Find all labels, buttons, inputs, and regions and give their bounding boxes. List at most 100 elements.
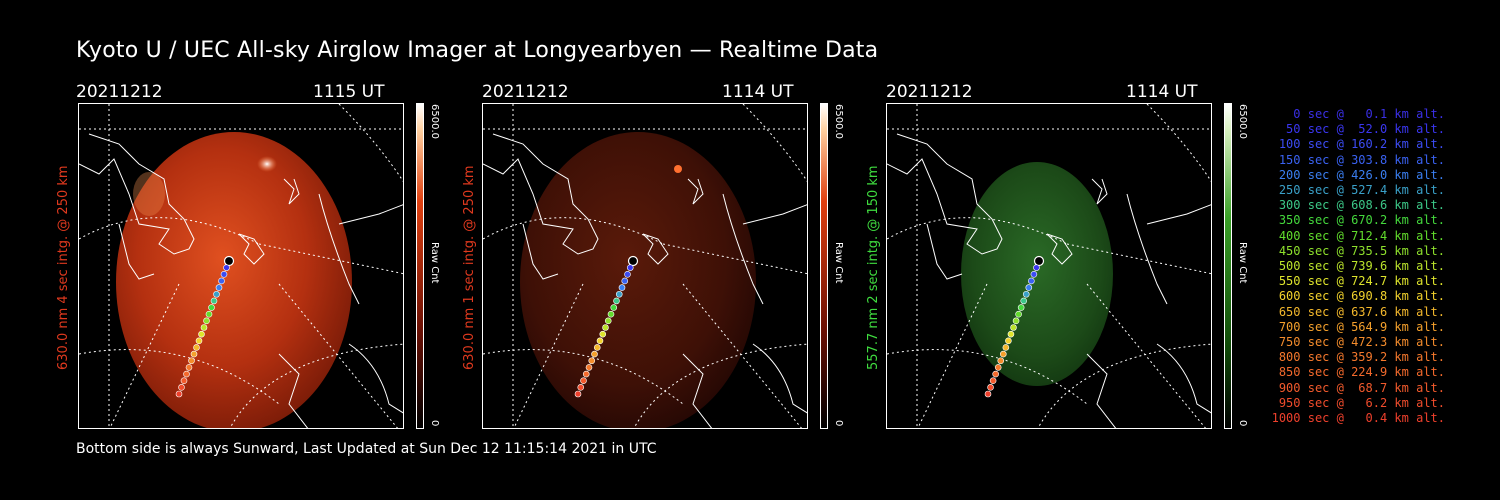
panel-3-date: 20211212 <box>886 82 973 102</box>
trajectory-point <box>588 357 596 365</box>
trajectory-point <box>607 310 615 318</box>
trajectory-point <box>208 304 215 311</box>
trajectory-point <box>178 384 185 391</box>
legend-row: 300 sec @ 608.6 km alt. <box>1278 198 1445 213</box>
trajectory-point <box>1025 284 1033 291</box>
legend-row: 500 sec @ 739.6 km alt. <box>1278 259 1445 274</box>
trajectory-point <box>1033 264 1040 271</box>
trajectory-legend: 0 sec @ 0.1 km alt. 50 sec @ 52.0 km alt.… <box>1220 107 1445 426</box>
legend-row: 950 sec @ 6.2 km alt. <box>1278 395 1445 410</box>
trajectory-point <box>997 357 1005 365</box>
legend-row: 450 sec @ 735.5 km alt. <box>1278 243 1445 258</box>
trajectory-point <box>200 324 208 331</box>
panel-2-grid-lines <box>483 104 807 428</box>
trajectory-point <box>989 377 997 385</box>
panel-2-coastlines <box>483 133 807 428</box>
trajectory-point <box>613 297 620 305</box>
trajectory-point <box>185 364 193 371</box>
trajectory-point <box>190 350 198 358</box>
trajectory-point <box>188 357 195 365</box>
legend-row: 350 sec @ 670.2 km alt. <box>1278 213 1445 228</box>
panel-2-image <box>482 103 808 429</box>
trajectory-point <box>582 370 590 378</box>
trajectory-point <box>1005 337 1012 345</box>
trajectory-point <box>591 350 598 358</box>
legend-row: 900 sec @ 68.7 km alt. <box>1278 380 1445 395</box>
trajectory-point <box>618 284 626 291</box>
trajectory-point <box>193 344 200 351</box>
trajectory-point <box>1010 324 1017 331</box>
trajectory-point <box>994 364 1002 371</box>
panel-2-airglow-disk <box>520 132 756 428</box>
panel-1-colorbar-unit: Raw Cnt <box>429 242 440 284</box>
trajectory-point <box>626 264 634 271</box>
panel-2-time: 1114 UT <box>722 82 794 102</box>
trajectory-point <box>198 330 205 338</box>
trajectory-point <box>1015 310 1022 318</box>
panel-1-grid-lines <box>79 104 403 428</box>
panel-1-sky-image <box>79 104 403 428</box>
panel-2-date: 20211212 <box>482 82 569 102</box>
legend-row: 250 sec @ 527.4 km alt. <box>1278 183 1445 198</box>
trajectory-point <box>585 364 593 371</box>
legend-row: 600 sec @ 690.8 km alt. <box>1278 289 1445 304</box>
legend-row: 700 sec @ 564.9 km alt. <box>1278 319 1445 334</box>
trajectory-point <box>624 271 631 278</box>
legend-row: 100 sec @ 160.2 km alt. <box>1278 137 1445 152</box>
panel-3-coastlines <box>887 133 1211 428</box>
trajectory-point <box>213 290 220 298</box>
trajectory-point <box>1028 277 1035 285</box>
trajectory-point <box>621 277 629 285</box>
trajectory-point <box>987 384 994 391</box>
legend-row: 750 sec @ 472.3 km alt. <box>1278 335 1445 350</box>
trajectory-point <box>220 271 228 278</box>
trajectory-point <box>205 310 213 318</box>
legend-row: 800 sec @ 359.2 km alt. <box>1278 350 1445 365</box>
trajectory-point <box>593 344 601 351</box>
panel-3-colorbar <box>1224 103 1232 429</box>
panel-1-date: 20211212 <box>76 82 163 102</box>
panel-1-colorbar-min: 0 <box>429 420 440 427</box>
panel-2-side-label: 630.0 nm 1 sec intg. @ 250 km <box>462 165 477 370</box>
trajectory-point <box>218 277 225 285</box>
trajectory-point <box>203 317 210 325</box>
trajectory-point <box>615 290 623 298</box>
footer-note: Bottom side is always Sunward, Last Upda… <box>76 441 657 457</box>
panel-2-colorbar <box>820 103 828 429</box>
panel-2-colorbar-max: 6500.0 <box>833 104 844 139</box>
trajectory-point <box>1012 317 1020 325</box>
trajectory-point <box>1020 297 1027 305</box>
trajectory-point <box>610 304 618 311</box>
panel-1-side-label: 630.0 nm 4 sec intg. @ 250 km <box>56 165 71 370</box>
trajectory-point <box>604 317 612 325</box>
panel-2-sky-image <box>483 104 807 428</box>
trajectory-point <box>1033 255 1045 267</box>
trajectory-point <box>1022 290 1030 298</box>
legend-row: 1000 sec @ 0.4 km alt. <box>1271 411 1445 426</box>
trajectory-point <box>599 330 607 338</box>
panel-1-colorbar-max: 6500.0 <box>429 104 440 139</box>
legend-row: 200 sec @ 426.0 km alt. <box>1278 167 1445 182</box>
trajectory-point <box>1030 271 1038 278</box>
panel-3-image <box>886 103 1212 429</box>
trajectory-point <box>195 337 203 345</box>
trajectory-point <box>574 390 582 398</box>
trajectory-point <box>580 377 587 385</box>
panel-1-image <box>78 103 404 429</box>
trajectory-point <box>175 390 183 398</box>
trajectory-point <box>183 370 190 378</box>
trajectory-point <box>984 390 992 398</box>
panel-2-colorbar-unit: Raw Cnt <box>833 242 844 284</box>
legend-row: 400 sec @ 712.4 km alt. <box>1278 228 1445 243</box>
trajectory-point <box>596 337 604 345</box>
trajectory-point <box>180 377 188 385</box>
legend-row: 650 sec @ 637.6 km alt. <box>1278 304 1445 319</box>
trajectory-point <box>627 255 639 267</box>
page-title: Kyoto U / UEC All-sky Airglow Imager at … <box>76 38 879 63</box>
trajectory-point <box>1017 304 1025 311</box>
trajectory-point <box>215 284 223 291</box>
trajectory-point <box>992 370 999 378</box>
panel-3-sky-image <box>887 104 1211 428</box>
trajectory-point <box>223 255 235 267</box>
panel-3-grid-lines <box>887 104 1211 428</box>
